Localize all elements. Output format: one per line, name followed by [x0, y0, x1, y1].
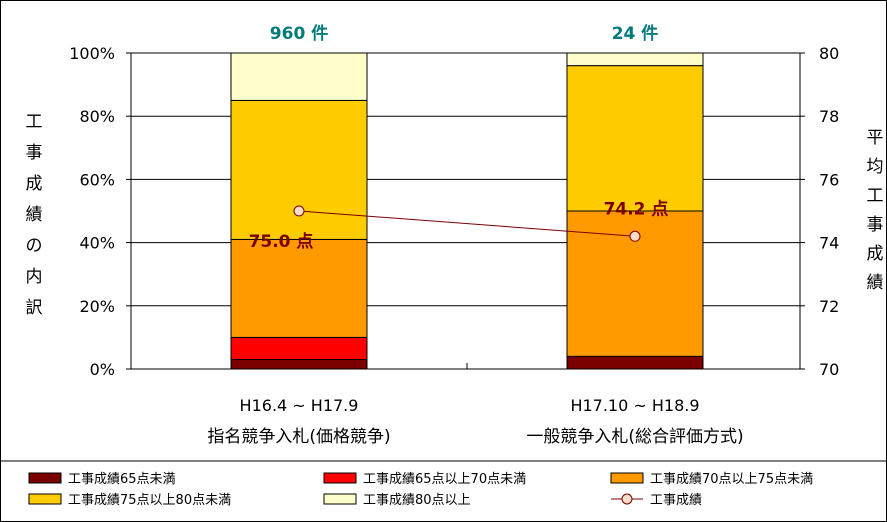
bar-segment [230, 336, 368, 361]
right-axis-ticks: 70 72 74 76 78 80 [800, 44, 839, 379]
y-axis-label-right-char: 工 [867, 186, 884, 206]
left-tick-label: 0% [90, 360, 115, 379]
category-method-label: 指名競争入札(価格競争) [207, 427, 390, 447]
y-axis-label-left-char: 成 [26, 174, 43, 194]
right-tick-label: 78 [819, 107, 839, 126]
average-score-data-label: 75.0 点 [249, 231, 314, 252]
y-axis-label-right-char: 成 [867, 244, 884, 264]
y-axis-label-right-char: 事 [867, 215, 884, 235]
legend-line-marker [621, 493, 633, 505]
y-axis-label-right-char: 績 [867, 273, 884, 293]
bar-segment [230, 52, 368, 101]
average-score-point [293, 205, 305, 217]
category-period-label: H16.4 ~ H17.9 [240, 396, 359, 415]
bar-segment [230, 99, 368, 240]
count-label: 960 件 [270, 23, 328, 44]
left-tick-label: 100% [69, 44, 115, 63]
right-tick-label: 70 [819, 360, 839, 379]
bar-segment [230, 238, 368, 338]
legend-swatch [28, 493, 62, 505]
bar-stack-group [230, 52, 704, 370]
left-axis-ticks: 0% 20% 40% 60% 80% 100% [69, 44, 131, 379]
bar-segment [566, 65, 704, 212]
legend-label: 工事成績75点以上80点未満 [68, 493, 231, 508]
legend-swatch [323, 493, 357, 505]
y-axis-label-left-char: 事 [26, 143, 43, 163]
average-score-data-label: 74.2 点 [604, 198, 669, 219]
category-method-label: 一般競争入札(総合評価方式) [526, 427, 743, 447]
y-axis-label-right-char: 平 [867, 128, 884, 148]
legend-swatch [610, 472, 644, 484]
count-labels: 960 件 24 件 [270, 23, 658, 44]
y-axis-label-left-char: の [26, 236, 43, 256]
legend-label: 工事成績65点以上70点未満 [363, 472, 526, 487]
bar-segment [566, 52, 704, 67]
bar-segment [566, 355, 704, 370]
legend-label: 工事成績80点以上 [363, 493, 471, 508]
average-score-line-group: 75.0 点 74.2 点 [249, 198, 669, 252]
left-tick-label: 20% [79, 297, 115, 316]
legend-label: 工事成績 [650, 493, 702, 508]
right-tick-label: 72 [819, 297, 839, 316]
left-tick-label: 40% [79, 234, 115, 253]
y-axis-label-left-char: 内 [26, 267, 43, 287]
legend-label: 工事成績65点未満 [68, 472, 176, 487]
right-tick-label: 80 [819, 44, 839, 63]
count-label: 24 件 [612, 23, 659, 44]
average-score-point [629, 230, 641, 242]
y-axis-label-left-char: 工 [26, 112, 43, 132]
legend-swatch [28, 472, 62, 484]
y-axis-label-left-char: 績 [26, 205, 43, 225]
left-tick-label: 80% [79, 107, 115, 126]
legend-label: 工事成績70点以上75点未満 [650, 472, 813, 487]
category-labels: H16.4 ~ H17.9 指名競争入札(価格競争) H17.10 ~ H18.9 一… [207, 396, 743, 447]
right-tick-label: 76 [819, 170, 839, 189]
right-tick-label: 74 [819, 234, 839, 253]
y-axis-label-right-char: 均 [867, 157, 884, 177]
category-period-label: H17.10 ~ H18.9 [570, 396, 699, 415]
y-axis-label-left-char: 訳 [26, 298, 43, 318]
left-tick-label: 60% [79, 170, 115, 189]
legend: 工事成績65点未満 工事成績65点以上70点未満 工事成績70点以上75点未満工事成… [0, 460, 887, 508]
legend-swatch [323, 472, 357, 484]
bar-segment [230, 359, 368, 370]
average-score-line [298, 210, 636, 237]
